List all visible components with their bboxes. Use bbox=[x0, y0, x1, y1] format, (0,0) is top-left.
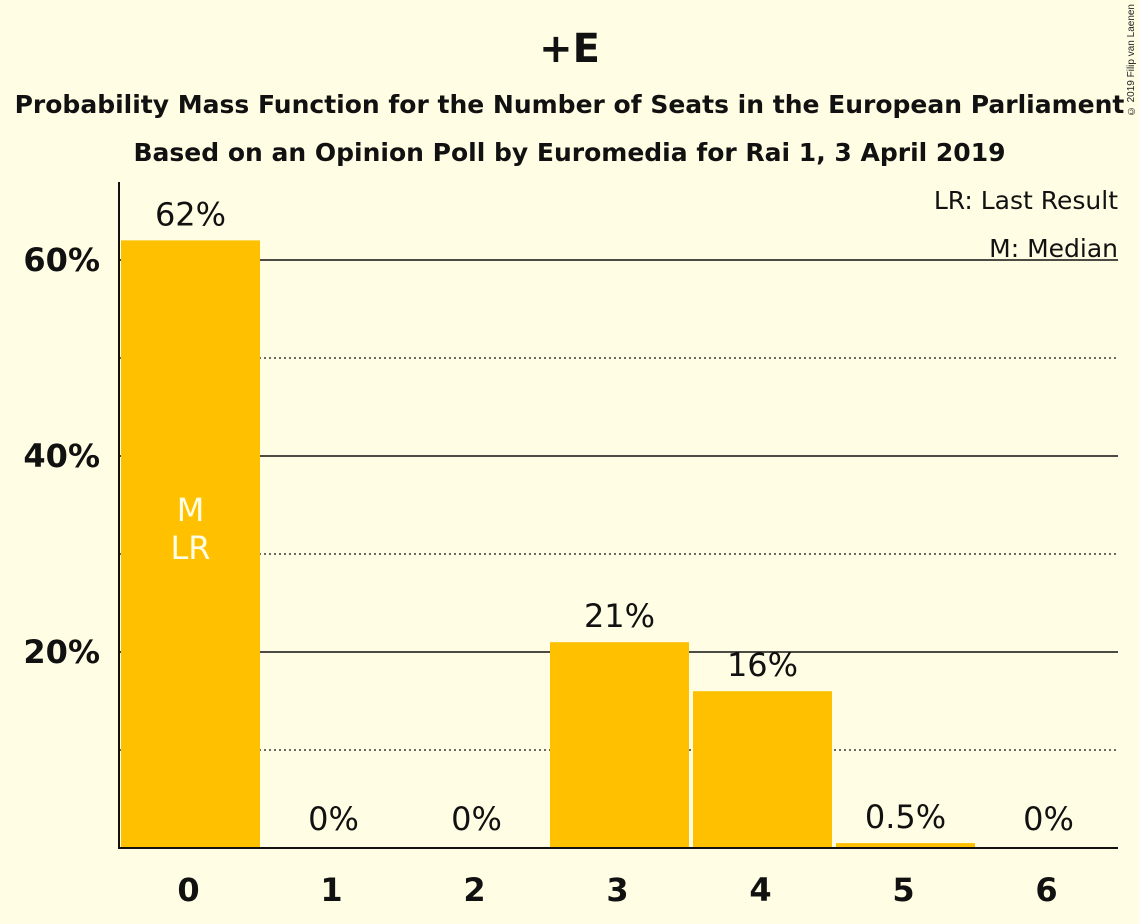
chart-subtitle: Probability Mass Function for the Number… bbox=[14, 90, 1125, 119]
value-label-5: 0.5% bbox=[865, 798, 946, 836]
value-label-3: 21% bbox=[584, 597, 655, 635]
gridlines bbox=[119, 259, 1118, 751]
bars bbox=[121, 240, 975, 848]
axes bbox=[118, 182, 1118, 849]
value-label-2: 0% bbox=[451, 800, 502, 838]
x-tick-label-3: 3 bbox=[606, 871, 628, 909]
bar-annotation-lr: LR bbox=[170, 529, 210, 567]
chart-source-line: Based on an Opinion Poll by Euromedia fo… bbox=[133, 138, 1006, 167]
x-tick-label-2: 2 bbox=[463, 871, 485, 909]
y-tick-label: 40% bbox=[23, 437, 100, 475]
bar-5 bbox=[836, 843, 975, 848]
chart-title: +E bbox=[539, 26, 600, 72]
value-label-0: 62% bbox=[155, 195, 226, 233]
x-tick-label-0: 0 bbox=[177, 871, 199, 909]
x-tick-label-1: 1 bbox=[320, 871, 342, 909]
y-tick-label: 60% bbox=[23, 241, 100, 279]
value-label-6: 0% bbox=[1023, 800, 1074, 838]
bar-annotation-m: M bbox=[177, 491, 205, 529]
labels: 62% 0 MLR 0% 1 0% 2 21% 3 16% 4 0.5% 5 0% 6 20% 40% 60% bbox=[23, 195, 1073, 909]
y-tick-label: 20% bbox=[23, 633, 100, 671]
x-tick-label-5: 5 bbox=[892, 871, 914, 909]
legend: LR: Last Result M: Median bbox=[934, 186, 1118, 263]
x-tick-label-6: 6 bbox=[1035, 871, 1057, 909]
bar-0 bbox=[121, 240, 260, 848]
x-tick-label-4: 4 bbox=[749, 871, 771, 909]
bar-4 bbox=[693, 691, 832, 848]
bar-3 bbox=[550, 642, 689, 848]
legend-last-result: LR: Last Result bbox=[934, 186, 1118, 215]
value-label-4: 16% bbox=[727, 646, 798, 684]
legend-median: M: Median bbox=[989, 234, 1118, 263]
value-label-1: 0% bbox=[308, 800, 359, 838]
